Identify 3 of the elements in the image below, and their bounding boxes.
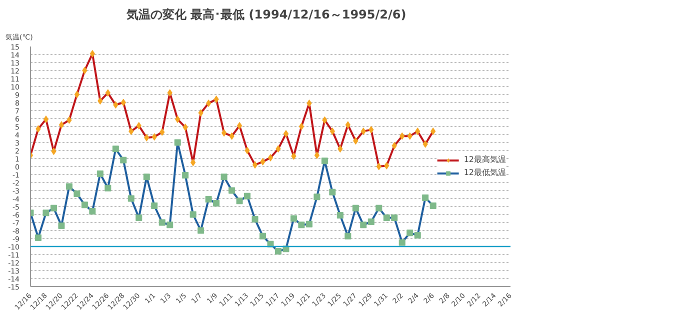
legend-label: 12最高気温 xyxy=(464,154,506,165)
chart-title: 気温の変化 最高･最低 (1994/12/16～1995/2/6) xyxy=(125,8,406,22)
legend-label: 12最低気温 xyxy=(464,167,506,178)
